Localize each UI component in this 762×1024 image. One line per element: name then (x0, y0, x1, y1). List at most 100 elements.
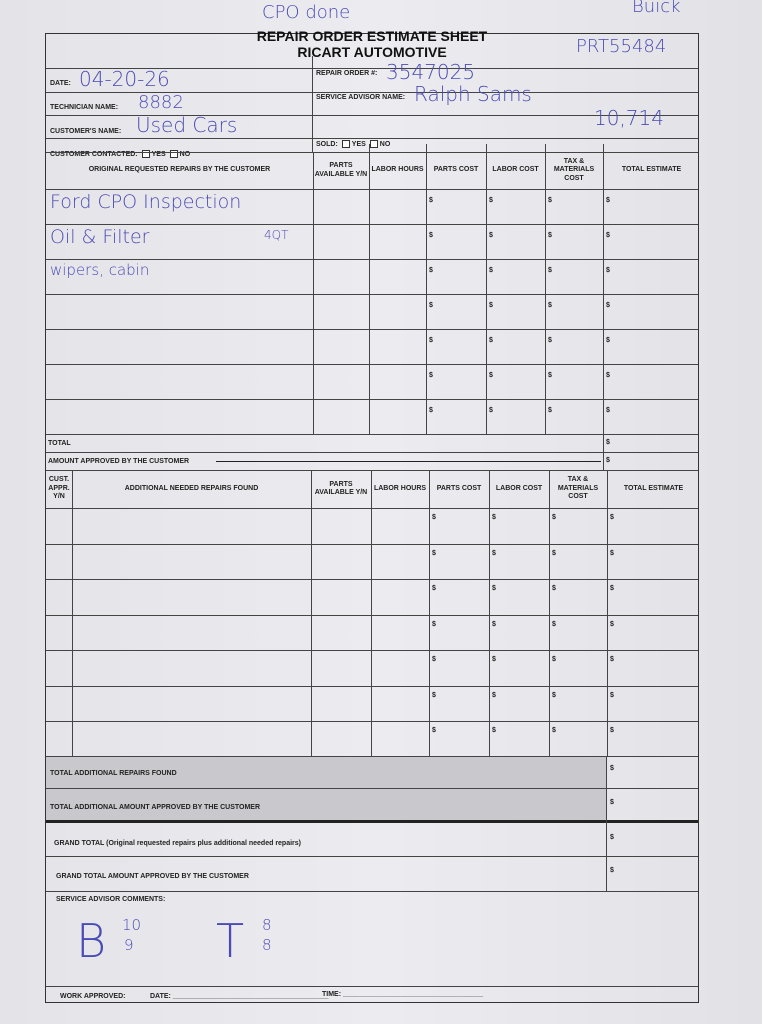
cost-cell[interactable]: $ (610, 514, 614, 521)
grand-total-approved-label: GRAND TOTAL AMOUNT APPROVED BY THE CUSTO… (56, 873, 249, 880)
repair-description[interactable]: Oil & Filter (50, 226, 150, 248)
total-label: TOTAL (48, 440, 71, 447)
cost-cell[interactable]: $ (606, 407, 610, 414)
note-make: Buick (632, 0, 681, 17)
cost-cell[interactable]: $ (429, 197, 433, 204)
repair-description[interactable]: wipers, cabin (50, 261, 150, 279)
cost-cell[interactable]: $ (606, 267, 610, 274)
cost-cell[interactable]: $ (492, 514, 496, 521)
cost-cell[interactable]: $ (492, 691, 496, 699)
comments-label: SERVICE ADVISOR COMMENTS: (56, 896, 166, 903)
customer-contacted-label: CUSTOMER CONTACTED: YES NO (50, 150, 191, 158)
cost-cell[interactable]: $ (489, 267, 493, 274)
date-field[interactable]: 04-20-26 (79, 67, 170, 91)
repair-description[interactable]: Ford CPO Inspection (50, 191, 242, 213)
cost-cell[interactable]: $ (489, 337, 493, 344)
service-advisor-field[interactable]: Ralph Sams (414, 82, 532, 106)
total-additional-approved-label: TOTAL ADDITIONAL AMOUNT APPROVED BY THE … (50, 804, 261, 811)
cust-approval-cell[interactable] (46, 686, 72, 722)
cost-cell[interactable]: $ (429, 372, 433, 379)
cust-approval-cell[interactable] (46, 650, 72, 686)
contacted-no-checkbox[interactable] (169, 150, 178, 158)
cost-cell[interactable]: $ (432, 549, 436, 557)
grand-total-value: $ (610, 834, 614, 841)
cost-cell[interactable]: $ (492, 656, 496, 663)
cost-cell[interactable]: $ (492, 585, 496, 592)
cost-cell[interactable]: $ (606, 197, 610, 204)
cost-cell[interactable]: $ (610, 727, 614, 734)
table1-header: TOTAL ESTIMATE (621, 166, 682, 174)
repair-order-field[interactable]: 3547025 (386, 60, 476, 84)
cust-approval-cell[interactable] (46, 544, 72, 580)
cost-cell[interactable]: $ (548, 267, 552, 274)
cost-cell[interactable]: $ (492, 549, 496, 557)
cost-cell[interactable]: $ (610, 585, 614, 592)
table2-header: LABOR HOURS (373, 484, 427, 492)
cost-cell[interactable]: $ (552, 620, 556, 628)
table1-header: LABOR HOURS (371, 166, 424, 174)
cust-approval-cell[interactable] (46, 615, 72, 651)
cost-cell[interactable]: $ (552, 727, 556, 734)
cost-cell[interactable]: $ (610, 656, 614, 663)
amount-approved-label: AMOUNT APPROVED BY THE CUSTOMER (48, 458, 190, 465)
cost-cell[interactable]: $ (429, 232, 433, 239)
cost-cell[interactable]: $ (606, 302, 610, 309)
table2-header: TAX & MATERIALS COST (557, 476, 599, 501)
table2-header: PARTS AVAILABLE Y/N (314, 480, 368, 496)
cost-cell[interactable]: $ (548, 197, 552, 204)
cost-cell[interactable]: $ (432, 514, 436, 521)
contacted-yes-checkbox[interactable] (141, 150, 150, 158)
cost-cell[interactable]: $ (432, 620, 436, 628)
cost-cell[interactable]: $ (492, 727, 496, 734)
table1-row (46, 329, 698, 330)
cust-approval-cell[interactable] (46, 721, 72, 757)
cost-cell[interactable]: $ (548, 337, 552, 344)
work-approved-time[interactable]: TIME: __________________________________… (322, 991, 484, 998)
customer-name-field[interactable]: Used Cars (136, 113, 238, 137)
cost-cell[interactable]: $ (489, 232, 493, 239)
cost-cell[interactable]: $ (429, 337, 433, 344)
cost-cell[interactable]: $ (552, 656, 556, 663)
cost-cell[interactable]: $ (606, 337, 610, 344)
cost-cell[interactable]: $ (489, 407, 493, 414)
cost-cell[interactable]: $ (548, 407, 552, 414)
cost-cell[interactable]: $ (432, 727, 436, 734)
cost-cell[interactable]: $ (610, 549, 614, 557)
cust-approval-cell[interactable] (46, 508, 72, 544)
cost-cell[interactable]: $ (432, 691, 436, 699)
cust-approval-cell[interactable] (46, 579, 72, 615)
grand-total-label: GRAND TOTAL (Original requested repairs … (54, 840, 301, 847)
cost-cell[interactable]: $ (548, 302, 552, 309)
cost-cell[interactable]: $ (606, 232, 610, 239)
cost-cell[interactable]: $ (552, 514, 556, 521)
customer-name-label: CUSTOMER'S NAME: (50, 128, 122, 135)
cost-cell[interactable]: $ (429, 302, 433, 309)
cost-cell[interactable]: $ (610, 691, 614, 699)
table2-row (46, 579, 698, 580)
sold-yes-checkbox[interactable] (341, 140, 350, 148)
cost-cell[interactable]: $ (552, 691, 556, 699)
technician-field[interactable]: 8882 (138, 92, 184, 113)
cost-cell[interactable]: $ (429, 267, 433, 274)
cost-cell[interactable]: $ (492, 620, 496, 628)
cost-cell[interactable]: $ (432, 585, 436, 592)
sold-no-checkbox[interactable] (369, 140, 378, 148)
cost-cell[interactable]: $ (548, 372, 552, 379)
amount-approved-value: $ (606, 457, 610, 464)
arrow-line (216, 461, 601, 462)
form-title: REPAIR ORDER ESTIMATE SHEET (256, 28, 488, 44)
comments-field[interactable]: B 10 9 T 8 8 (76, 914, 272, 968)
work-approved-date[interactable]: DATE: __________________________________… (150, 993, 329, 1000)
cost-cell[interactable]: $ (489, 197, 493, 204)
cost-cell[interactable]: $ (429, 407, 433, 414)
cost-cell[interactable]: $ (432, 656, 436, 663)
cost-cell[interactable]: $ (606, 372, 610, 379)
cost-cell[interactable]: $ (548, 232, 552, 239)
cost-cell[interactable]: $ (610, 620, 614, 628)
cost-cell[interactable]: $ (489, 372, 493, 379)
table2-row (46, 685, 698, 687)
cost-cell[interactable]: $ (552, 549, 556, 557)
cost-cell[interactable]: $ (552, 585, 556, 592)
cost-cell[interactable]: $ (489, 302, 493, 309)
